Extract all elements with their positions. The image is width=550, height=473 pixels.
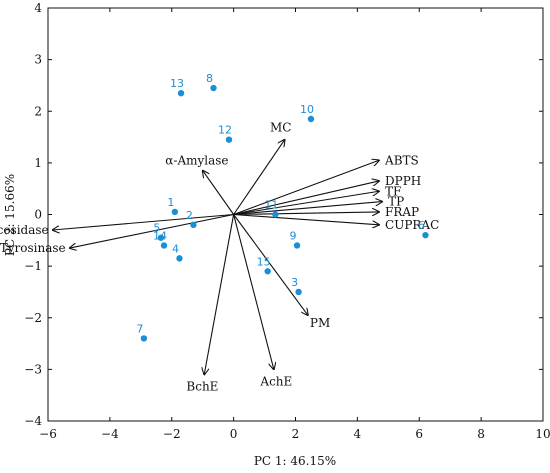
loading-label: BchE xyxy=(186,380,218,394)
y-tick-label: −3 xyxy=(24,362,42,376)
score-point xyxy=(190,221,197,229)
y-tick-label: 4 xyxy=(34,1,42,15)
score-point xyxy=(177,89,185,97)
plot-frame xyxy=(47,7,544,422)
loading-label: DPPH xyxy=(385,174,421,188)
x-tick-label: 6 xyxy=(415,427,423,441)
loading-label: FRAP xyxy=(385,205,419,219)
score-point-label: 9 xyxy=(290,229,297,242)
loading-arrow xyxy=(233,212,379,215)
x-tick-label: 0 xyxy=(230,427,238,441)
x-tick-label: −6 xyxy=(39,427,57,441)
loading-arrow xyxy=(233,202,383,216)
loading-arrow xyxy=(70,213,234,249)
score-point xyxy=(422,231,429,239)
loading-label: TF xyxy=(385,184,401,198)
y-axis-title: PC 2: 15.66% xyxy=(3,174,17,256)
loading-arrow xyxy=(233,213,379,225)
score-point xyxy=(272,211,279,218)
loading-label: AchE xyxy=(259,374,292,388)
score-point xyxy=(140,335,148,342)
loading-arrow xyxy=(233,181,379,216)
loading-arrow xyxy=(233,214,274,370)
score-point-label: 4 xyxy=(172,242,179,255)
loading-label: PM xyxy=(310,316,330,330)
loading-label: ABTS xyxy=(384,153,419,167)
y-tick-label: 2 xyxy=(34,104,42,118)
x-axis-title: PC 1: 46.15% xyxy=(254,454,336,468)
score-point-label: 12 xyxy=(218,124,232,137)
loading-arrow xyxy=(233,214,308,316)
loading-label: α-Amylase xyxy=(165,154,228,168)
score-point-label: 13 xyxy=(170,77,184,90)
loading-arrow xyxy=(233,160,379,216)
y-tick-label: 0 xyxy=(34,208,42,222)
loading-label: CUPRAC xyxy=(385,218,439,232)
loading-label: MC xyxy=(270,121,291,135)
y-tick-label: −4 xyxy=(24,414,42,428)
y-tick-label: 1 xyxy=(34,156,42,170)
loading-arrow xyxy=(233,191,379,216)
score-point-label: 1 xyxy=(167,196,174,209)
x-tick-label: −4 xyxy=(101,427,119,441)
score-point xyxy=(293,242,301,249)
score-point xyxy=(210,84,217,92)
x-tick-label: 8 xyxy=(477,427,485,441)
score-point xyxy=(264,268,271,275)
score-point-label: 7 xyxy=(136,322,143,335)
score-point-label: 6 xyxy=(418,219,425,232)
score-point xyxy=(171,208,179,216)
score-point xyxy=(157,234,165,241)
score-point xyxy=(160,242,168,249)
x-tick-label: −2 xyxy=(163,427,181,441)
score-point-label: 10 xyxy=(300,103,314,116)
score-point xyxy=(295,288,302,296)
score-point-label: 15 xyxy=(257,255,271,268)
score-point-label: 5 xyxy=(153,222,160,235)
score-point-label: 8 xyxy=(206,72,213,85)
score-point-label: 2 xyxy=(186,209,193,222)
y-tick-label: −1 xyxy=(24,259,42,273)
score-point-label: 11 xyxy=(264,199,278,212)
loading-arrow xyxy=(204,214,235,375)
score-point-label: 14 xyxy=(153,229,167,242)
score-point xyxy=(307,115,315,123)
loading-arrow xyxy=(233,140,285,215)
loading-label: α-Glucosidase xyxy=(0,223,49,237)
loading-label: TP xyxy=(388,195,404,209)
x-tick-label: 2 xyxy=(292,427,300,441)
x-tick-label: 4 xyxy=(354,427,362,441)
loading-label: Tyrosinase xyxy=(0,241,66,255)
loading-arrow xyxy=(53,213,234,230)
x-tick-label: 10 xyxy=(535,427,550,441)
score-point-label: 3 xyxy=(291,276,298,289)
y-tick-label: −2 xyxy=(24,311,42,325)
score-point xyxy=(176,255,183,262)
loading-arrow xyxy=(203,171,235,215)
score-point xyxy=(225,136,233,143)
y-tick-label: 3 xyxy=(34,53,42,67)
